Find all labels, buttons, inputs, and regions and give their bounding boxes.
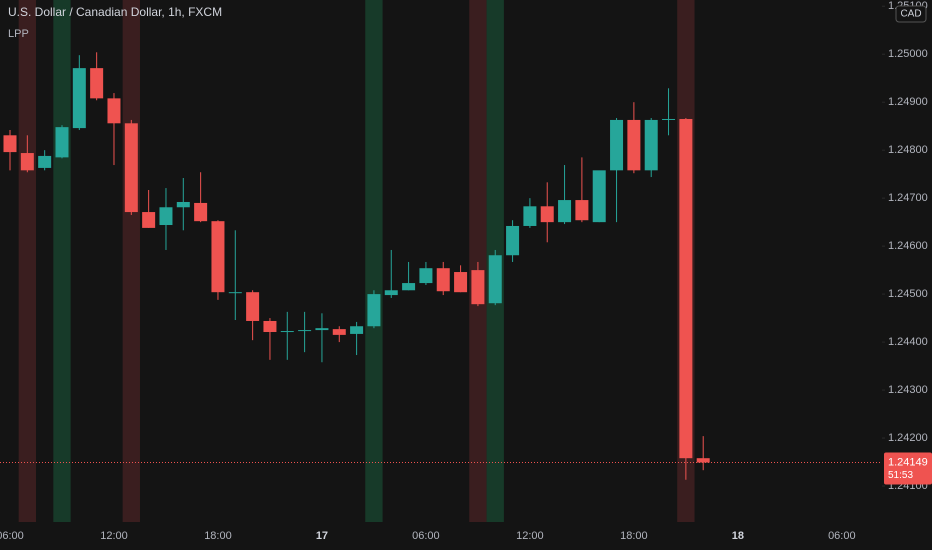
candle-body <box>332 329 346 335</box>
candle-body <box>506 225 520 256</box>
candle-body <box>575 200 589 221</box>
x-tick-label: 17 <box>316 530 328 542</box>
chart-title: U.S. Dollar / Canadian Dollar, 1h, FXCM <box>8 5 222 19</box>
highlight-band <box>53 0 71 522</box>
candle-body <box>523 206 537 226</box>
candle-body <box>211 221 225 293</box>
y-tick-label: 1.24200 <box>888 432 928 444</box>
candle-body <box>176 201 190 208</box>
y-tick-label: 1.24700 <box>888 192 928 204</box>
x-tick-label: 18:00 <box>620 530 648 542</box>
x-tick-label: 06:00 <box>0 530 24 542</box>
candle-body <box>124 123 138 213</box>
y-tick-label: 1.24900 <box>888 96 928 108</box>
candle-body <box>627 119 641 171</box>
y-tick-label: 1.24500 <box>888 288 928 300</box>
highlight-band <box>18 0 36 522</box>
x-tick-label: 06:00 <box>412 530 440 542</box>
candle-body <box>436 268 450 292</box>
candle-body <box>679 118 693 459</box>
candle-body <box>20 153 34 171</box>
candle-body <box>159 207 173 226</box>
last-price-label: 1.24149 <box>888 456 928 468</box>
x-tick-label: 18 <box>732 530 744 542</box>
candle-body <box>488 255 502 304</box>
candle-body <box>38 155 52 168</box>
currency-badge <box>895 5 927 23</box>
candle-body <box>402 283 416 291</box>
y-tick-label: 1.24800 <box>888 144 928 156</box>
currency-label: CAD <box>900 9 921 20</box>
candle-body <box>610 119 624 171</box>
last-price-box <box>884 452 932 485</box>
candle-body <box>263 320 277 333</box>
candle-body <box>644 119 658 171</box>
highlight-band <box>365 0 383 522</box>
countdown-label: 51:53 <box>888 470 913 481</box>
candle-body <box>367 294 381 327</box>
indicator-label: LPP <box>8 28 29 40</box>
highlight-band <box>122 0 140 522</box>
candle-body <box>90 68 104 99</box>
y-tick-label: 1.24400 <box>888 336 928 348</box>
y-tick-label: 1.24600 <box>888 240 928 252</box>
candle-body <box>540 206 554 223</box>
candle-body <box>298 330 312 332</box>
candle-body <box>3 135 17 153</box>
x-tick-label: 06:00 <box>828 530 856 542</box>
candle-body <box>72 68 86 129</box>
x-tick-label: 12:00 <box>100 530 128 542</box>
candle-body <box>384 290 398 296</box>
candle-body <box>280 331 294 333</box>
candle-body <box>194 202 208 222</box>
candle-body <box>228 292 242 294</box>
candle-body <box>419 268 433 284</box>
candle-body <box>315 328 329 331</box>
candle-body <box>662 118 676 120</box>
candle-body <box>558 200 572 223</box>
candle-body <box>55 127 69 158</box>
y-tick-label: 1.24300 <box>888 384 928 396</box>
candle-body <box>696 458 710 463</box>
y-tick-label: 1.25000 <box>888 48 928 60</box>
candle-body <box>592 170 606 223</box>
candle-body <box>246 292 260 321</box>
candle-body <box>454 272 468 293</box>
x-tick-label: 12:00 <box>516 530 544 542</box>
x-tick-label: 18:00 <box>204 530 232 542</box>
candle-body <box>350 326 364 334</box>
candle-body <box>142 212 156 228</box>
highlight-band <box>469 0 487 522</box>
candle-body <box>107 98 121 124</box>
candle-body <box>471 270 485 305</box>
